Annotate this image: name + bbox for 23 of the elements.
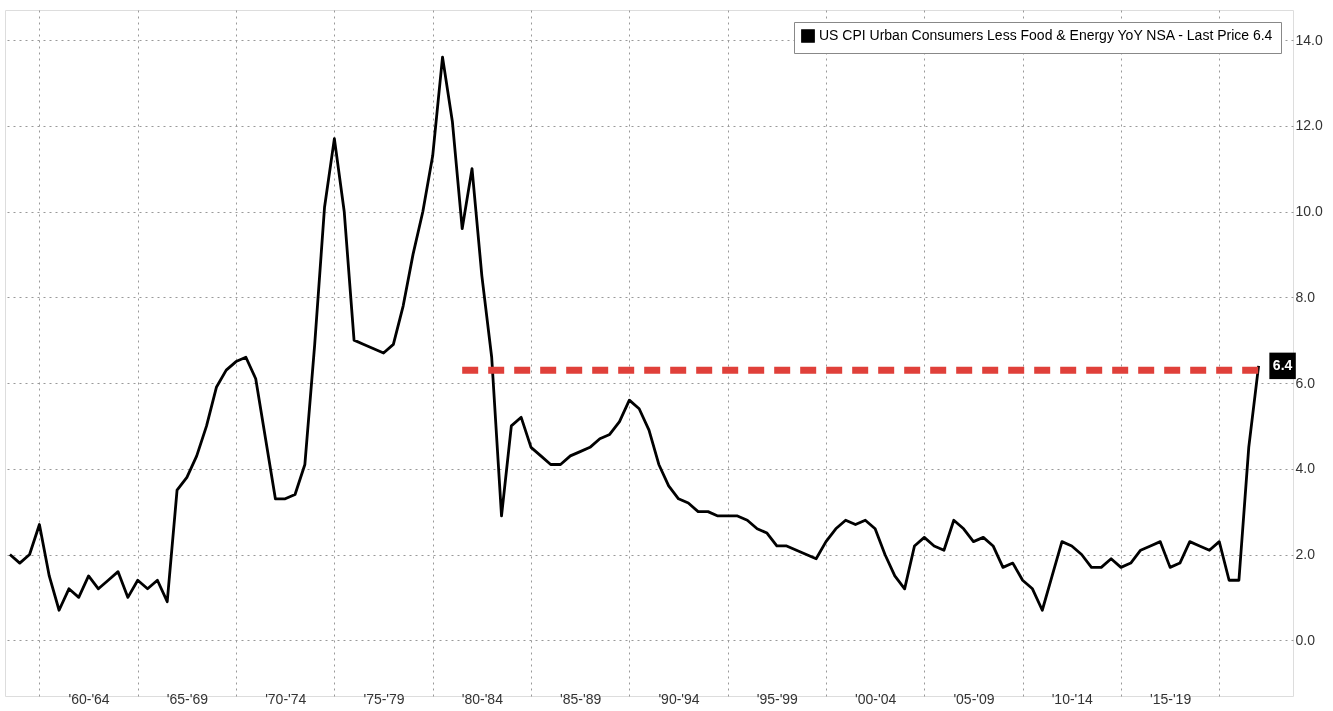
x-tick-label: '60-'64 [68, 690, 110, 707]
y-tick-label: 12.0 [1295, 117, 1323, 134]
x-tick-label: '05-'09 [953, 690, 995, 707]
text: 6.4 [1272, 356, 1293, 373]
x-tick-label: '75-'79 [363, 690, 405, 707]
line-series [8, 55, 1260, 612]
legend-label: US CPI Urban Consumers Less Food & Energy YoY NSA - Last Price 6.4 [819, 27, 1273, 43]
y-tick-label: 2.0 [1295, 546, 1316, 563]
y-tick-label: 6.0 [1295, 374, 1316, 391]
x-tick-label: '00-'04 [855, 690, 897, 707]
x-tick-label: '95-'99 [756, 690, 799, 707]
x-tick-label: '90-'94 [658, 690, 700, 707]
y-tick-label: 8.0 [1295, 288, 1316, 305]
y-tick-label: 14.0 [1295, 31, 1323, 48]
y-tick-label: 10.0 [1295, 203, 1323, 220]
x-tick-label: '70-'74 [265, 690, 307, 707]
x-tick-label: '15-'19 [1150, 690, 1192, 707]
x-tick-label: '85-'89 [560, 690, 602, 707]
y-tick-label: 4.0 [1295, 460, 1316, 477]
x-tick-label: '65-'69 [166, 690, 209, 707]
y-tick-label: 0.0 [1295, 631, 1316, 648]
x-tick-label: '80-'84 [461, 690, 504, 707]
x-tick-label: '10-'14 [1051, 690, 1094, 707]
